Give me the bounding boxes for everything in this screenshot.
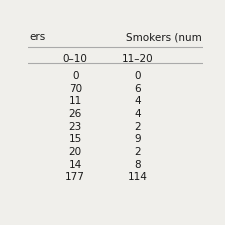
- Text: 11–20: 11–20: [122, 54, 154, 64]
- Text: Smokers (num: Smokers (num: [126, 32, 202, 42]
- Text: 6: 6: [135, 84, 141, 94]
- Text: 177: 177: [65, 172, 85, 182]
- Text: 2: 2: [135, 147, 141, 157]
- Text: 2: 2: [135, 122, 141, 132]
- Text: 14: 14: [69, 160, 82, 170]
- Text: 8: 8: [135, 160, 141, 170]
- Text: 114: 114: [128, 172, 148, 182]
- Text: 20: 20: [69, 147, 82, 157]
- Text: 26: 26: [69, 109, 82, 119]
- Text: 70: 70: [69, 84, 82, 94]
- Text: 0: 0: [72, 71, 79, 81]
- Text: 23: 23: [69, 122, 82, 132]
- Text: 11: 11: [69, 97, 82, 106]
- Text: 4: 4: [135, 109, 141, 119]
- Text: 9: 9: [135, 134, 141, 144]
- Text: 15: 15: [69, 134, 82, 144]
- Text: 0: 0: [135, 71, 141, 81]
- Text: 4: 4: [135, 97, 141, 106]
- Text: 0–10: 0–10: [63, 54, 88, 64]
- Text: ers: ers: [30, 32, 46, 42]
